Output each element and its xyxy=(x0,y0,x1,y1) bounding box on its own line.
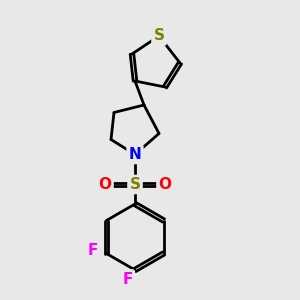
Text: S: S xyxy=(130,177,140,192)
Text: O: O xyxy=(98,177,112,192)
Text: N: N xyxy=(129,147,141,162)
Text: O: O xyxy=(158,177,172,192)
Text: F: F xyxy=(88,243,98,258)
Text: S: S xyxy=(154,28,164,44)
Text: F: F xyxy=(122,272,133,286)
